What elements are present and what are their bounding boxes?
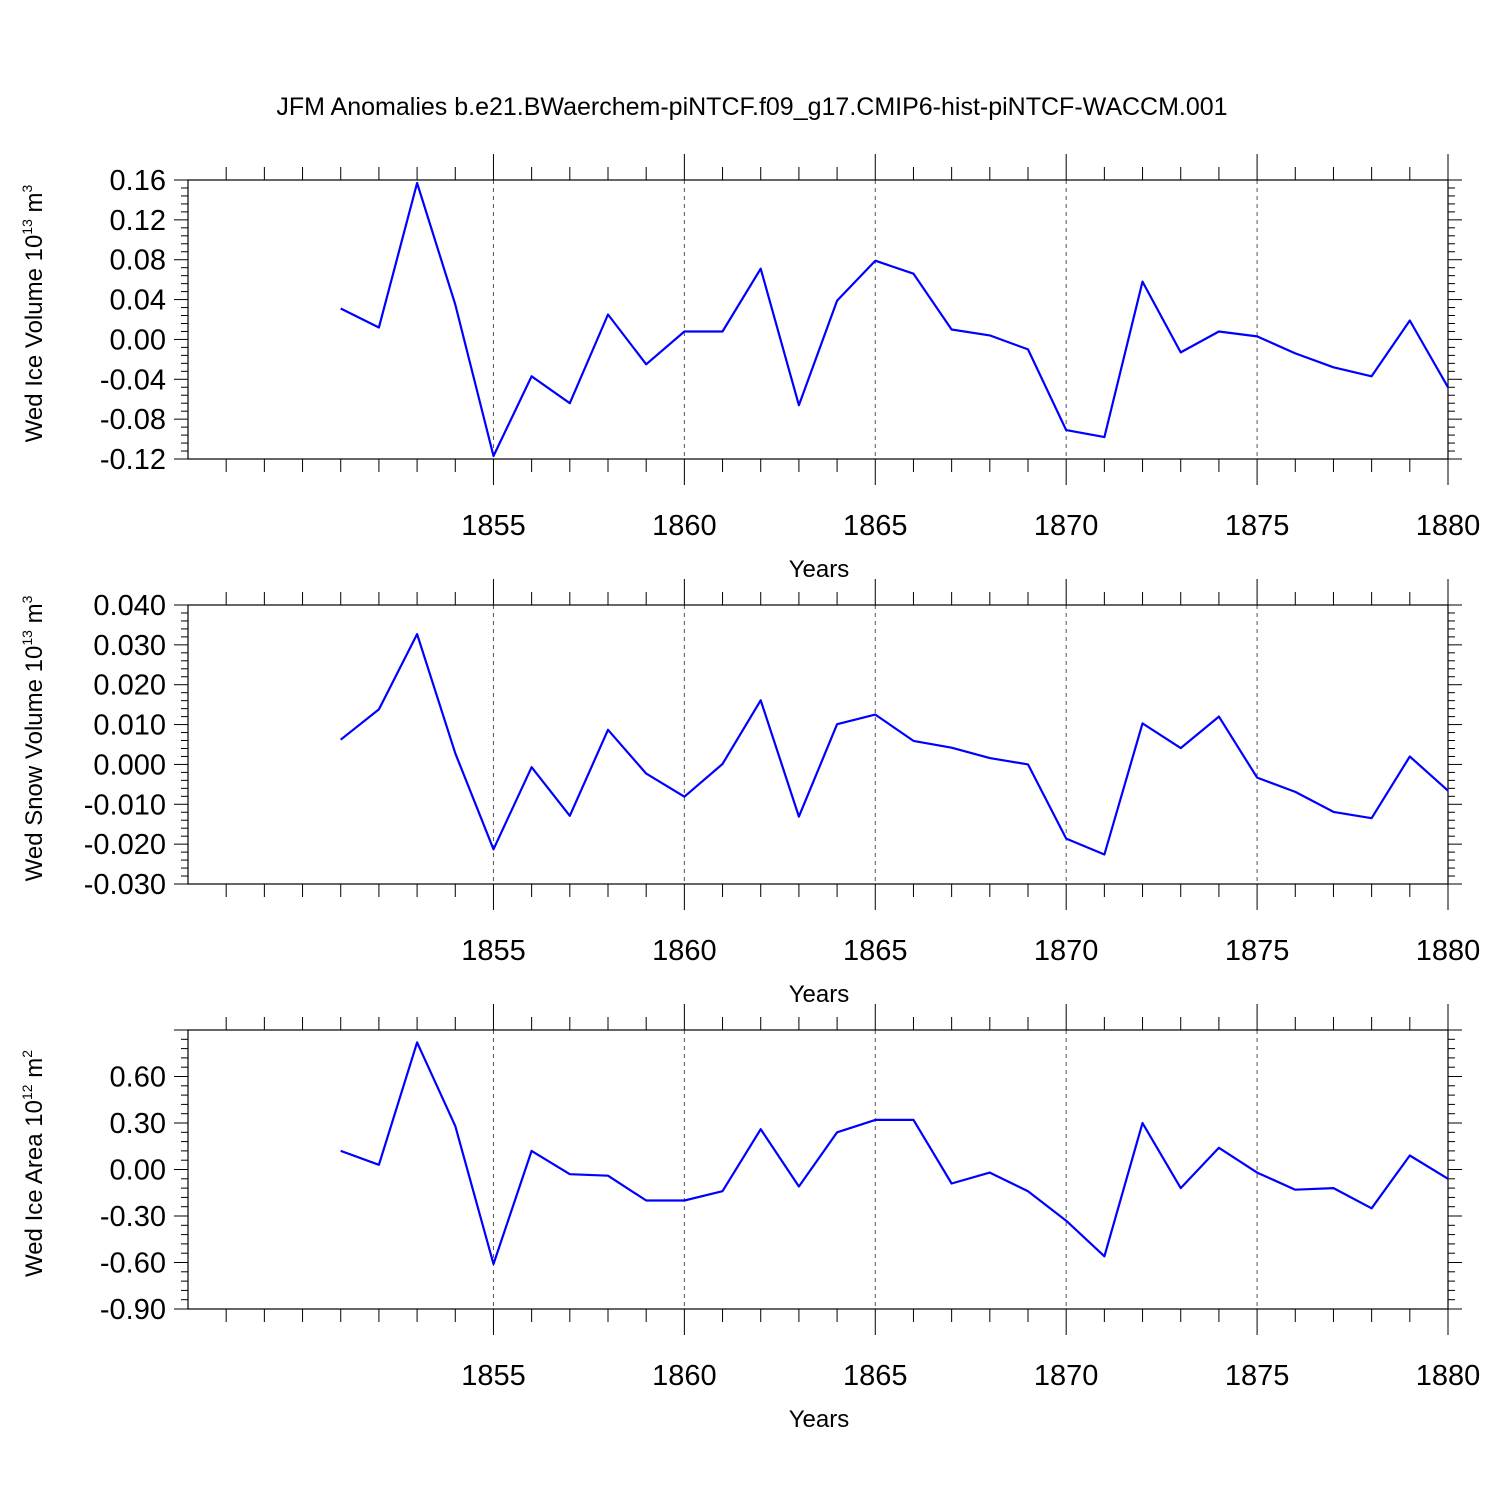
y-tick-label: 0.30 bbox=[110, 1108, 166, 1140]
y-tick-label: -0.08 bbox=[100, 404, 166, 436]
y-tick-label: 0.60 bbox=[110, 1062, 166, 1094]
y-axis-title-exponent: 13 bbox=[19, 219, 35, 235]
y-tick-label: 0.08 bbox=[110, 245, 166, 277]
y-tick-label: -0.020 bbox=[84, 829, 166, 861]
y-tick-label: 0.040 bbox=[93, 590, 166, 622]
x-tick-label: 1855 bbox=[461, 510, 526, 542]
x-tick-label: 1865 bbox=[843, 935, 908, 967]
x-tick-label: 1855 bbox=[461, 935, 526, 967]
y-axis-title-unit: m bbox=[21, 603, 48, 630]
y-tick-label: 0.12 bbox=[110, 205, 166, 237]
y-tick-label: -0.60 bbox=[100, 1248, 166, 1280]
chart-title: JFM Anomalies b.e21.BWaerchem-piNTCF.f09… bbox=[276, 93, 1227, 121]
y-tick-label: -0.90 bbox=[100, 1294, 166, 1326]
chart-panel-ice-volume: -0.12 -0.08 -0.04 0.00 0.04 0.08 0.12 0.16 1855 1… bbox=[19, 154, 1480, 583]
x-tick-label: 1860 bbox=[652, 510, 717, 542]
x-tick-label: 1870 bbox=[1034, 510, 1099, 542]
y-axis-title-unit-exponent: 3 bbox=[19, 184, 35, 192]
y-axis-title-text: Wed Ice Volume 10 bbox=[21, 235, 48, 443]
y-axis-title: Wed Ice Area 1012 m2 bbox=[19, 1050, 48, 1277]
y-tick-label: 0.04 bbox=[110, 285, 166, 317]
series-line-ice-volume bbox=[340, 181, 1449, 458]
y-axis-title-exponent: 13 bbox=[19, 630, 35, 646]
y-tick-label: 0.030 bbox=[93, 630, 166, 662]
plot-frame bbox=[187, 1029, 1449, 1310]
chart-panel-ice-area: -0.90 -0.60 -0.30 0.00 0.30 0.60 1855 1860 1865 1… bbox=[19, 1004, 1480, 1433]
y-axis-title: Wed Ice Volume 1013 m3 bbox=[19, 184, 48, 442]
y-axis-title-unit-exponent: 3 bbox=[19, 595, 35, 603]
y-axis-title-unit-exponent: 2 bbox=[19, 1050, 35, 1058]
y-tick-label: -0.04 bbox=[100, 364, 166, 396]
x-tick-label: 1875 bbox=[1225, 935, 1290, 967]
plot-frame bbox=[187, 604, 1449, 885]
y-tick-label: 0.00 bbox=[110, 1155, 166, 1187]
x-tick-label: 1870 bbox=[1034, 1360, 1099, 1392]
x-tick-label: 1855 bbox=[461, 1360, 526, 1392]
x-tick-label: 1870 bbox=[1034, 935, 1099, 967]
series-line-ice-area bbox=[340, 1041, 1449, 1266]
chart-panel-snow-volume: -0.030 -0.020 -0.010 0.000 0.010 0.020 0.030 0.… bbox=[19, 579, 1480, 1008]
y-tick-label: -0.30 bbox=[100, 1201, 166, 1233]
x-tick-label: 1880 bbox=[1416, 1360, 1481, 1392]
y-axis-title-text: Wed Ice Area 10 bbox=[21, 1100, 48, 1277]
y-tick-label: -0.12 bbox=[100, 444, 166, 476]
series-line-snow-volume bbox=[340, 632, 1449, 856]
x-axis-title: Years bbox=[789, 556, 850, 583]
y-tick-label: 0.000 bbox=[93, 749, 166, 781]
y-axis-title-unit: m bbox=[21, 192, 48, 219]
x-tick-label: 1860 bbox=[652, 935, 717, 967]
x-tick-label: 1865 bbox=[843, 1360, 908, 1392]
y-tick-label: -0.030 bbox=[84, 869, 166, 901]
plot-frame bbox=[187, 179, 1449, 460]
x-tick-label: 1860 bbox=[652, 1360, 717, 1392]
x-tick-label: 1865 bbox=[843, 510, 908, 542]
x-tick-label: 1875 bbox=[1225, 510, 1290, 542]
y-axis-title-unit: m bbox=[21, 1058, 48, 1085]
x-tick-label: 1880 bbox=[1416, 935, 1481, 967]
x-axis-title: Years bbox=[789, 1406, 850, 1433]
y-tick-label: 0.00 bbox=[110, 324, 166, 356]
x-tick-label: 1880 bbox=[1416, 510, 1481, 542]
y-tick-label: 0.020 bbox=[93, 670, 166, 702]
y-tick-label: -0.010 bbox=[84, 789, 166, 821]
y-axis-title-text: Wed Snow Volume 10 bbox=[21, 646, 48, 882]
y-tick-label: 0.010 bbox=[93, 710, 166, 742]
y-axis-title: Wed Snow Volume 1013 m3 bbox=[19, 595, 48, 881]
x-axis-title: Years bbox=[789, 981, 850, 1008]
x-tick-label: 1875 bbox=[1225, 1360, 1290, 1392]
y-tick-label: 0.16 bbox=[110, 165, 166, 197]
y-axis-title-exponent: 12 bbox=[19, 1084, 35, 1100]
